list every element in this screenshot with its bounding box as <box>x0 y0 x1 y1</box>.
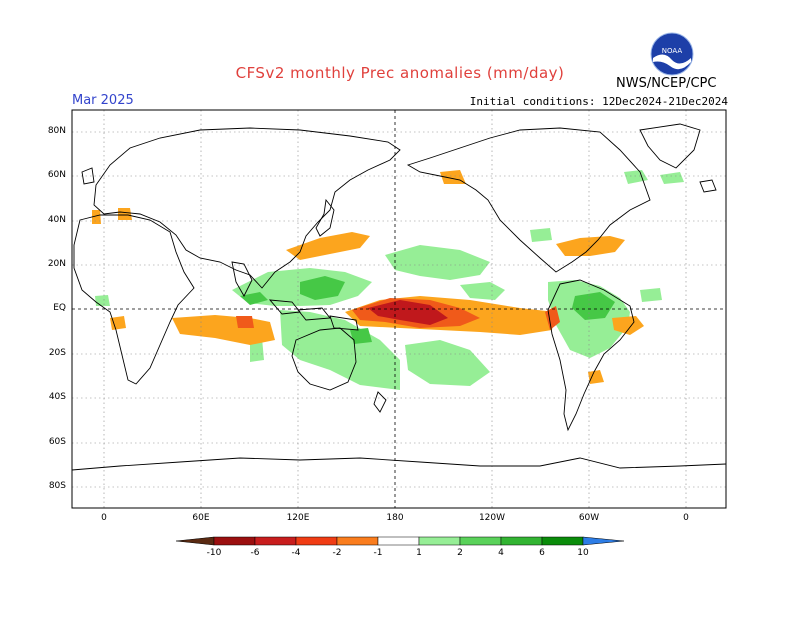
colorbar-segment <box>336 536 379 546</box>
lon-label: 180 <box>386 513 404 523</box>
lat-label: EQ <box>53 303 66 313</box>
colorbar-label: -2 <box>332 548 342 558</box>
coastlines <box>72 123 726 471</box>
colorbar-segment <box>541 536 584 546</box>
lon-label: 60E <box>192 513 210 523</box>
valid-month: Mar 2025 <box>72 93 134 108</box>
colorbar-label: -6 <box>250 548 260 558</box>
lat-label: 40S <box>48 392 66 402</box>
map-frame <box>71 109 727 509</box>
lat-label: 60S <box>48 437 66 447</box>
map-background <box>72 110 726 508</box>
positive-anomalies <box>95 170 684 390</box>
colorbar-segment <box>582 536 625 546</box>
colorbar-label: -4 <box>291 548 301 558</box>
colorbar-segment <box>295 536 338 546</box>
lat-label: 40N <box>47 215 66 225</box>
negative-anomalies <box>92 170 644 384</box>
lat-label: 20S <box>48 348 66 358</box>
lat-label: 80S <box>48 481 66 491</box>
colorbar-label: -1 <box>373 548 383 558</box>
colorbar-label: 10 <box>577 548 589 558</box>
colorbar-segment <box>377 536 420 546</box>
equator-dateline <box>72 110 726 508</box>
colorbar-segment <box>175 536 215 546</box>
colorbar-label: 2 <box>457 548 463 558</box>
lon-label: 0 <box>683 513 689 523</box>
noaa-logo-icon: NOAA <box>650 32 694 76</box>
colorbar-label: 1 <box>416 548 422 558</box>
lon-label: 120E <box>286 513 310 523</box>
map-grid <box>72 110 726 508</box>
lat-label: 20N <box>47 259 66 269</box>
anomaly-fields <box>92 170 684 390</box>
colorbar-label: 6 <box>539 548 545 558</box>
strong-positive-anomalies <box>240 276 615 344</box>
lat-label: 80N <box>47 126 66 136</box>
colorbar <box>175 536 625 546</box>
colorbar-segment <box>459 536 502 546</box>
initial-conditions: Initial conditions: 12Dec2024-21Dec2024 <box>469 95 728 108</box>
colorbar-label: 4 <box>498 548 504 558</box>
colorbar-label: -10 <box>206 548 222 558</box>
lat-label: 60N <box>47 170 66 180</box>
lon-label: 0 <box>101 513 107 523</box>
colorbar-segment <box>500 536 543 546</box>
chart-title: CFSv2 monthly Prec anomalies (mm/day) <box>235 64 565 82</box>
colorbar-segment <box>254 536 297 546</box>
colorbar-segment <box>418 536 461 546</box>
lon-label: 60W <box>578 513 600 523</box>
logo-text: NOAA <box>662 47 683 55</box>
core-negative-anomalies <box>368 300 448 325</box>
lon-label: 120W <box>478 513 506 523</box>
agency-label: NWS/NCEP/CPC <box>616 76 717 91</box>
strong-negative-anomalies <box>236 298 560 330</box>
colorbar-segment <box>213 536 256 546</box>
